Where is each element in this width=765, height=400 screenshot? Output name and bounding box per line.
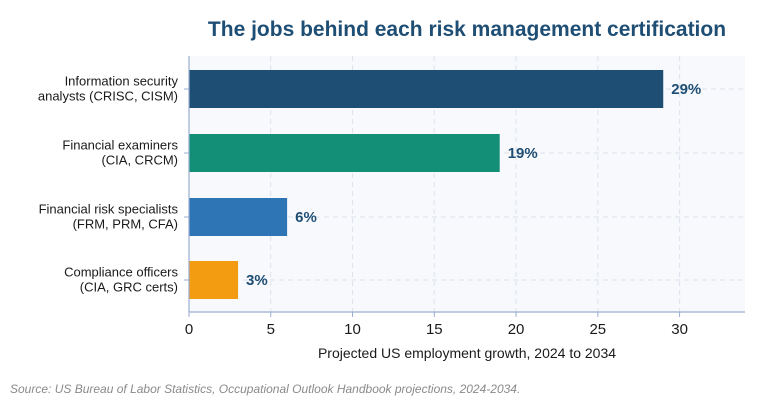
bar xyxy=(189,261,239,299)
x-tick-label: 25 xyxy=(589,321,606,338)
bar xyxy=(189,198,288,236)
category-label-line: (CIA, CRCM) xyxy=(101,153,178,168)
x-tick-label: 15 xyxy=(426,321,443,338)
value-label: 19% xyxy=(508,145,538,162)
category-label-line: Compliance officers xyxy=(64,265,178,280)
value-label: 3% xyxy=(246,272,268,289)
category-label: Compliance officers (CIA, GRC certs) xyxy=(64,265,178,295)
bars: 29% Information security analysts (CRISC, … xyxy=(38,70,701,299)
category-label-line: Information security xyxy=(65,74,179,89)
bar xyxy=(189,134,500,172)
value-label: 6% xyxy=(295,209,317,226)
category-label-line: Financial risk specialists xyxy=(39,202,179,217)
source-note: Source: US Bureau of Labor Statistics, O… xyxy=(10,382,520,396)
category-label: Financial examiners (CIA, CRCM) xyxy=(62,138,178,168)
category-label: Financial risk specialists (FRM, PRM, CFA… xyxy=(39,202,179,232)
x-tick-label: 30 xyxy=(671,321,688,338)
x-tick-label: 5 xyxy=(267,321,275,338)
axes: 0 5 10 15 20 25 30 xyxy=(184,56,745,338)
value-label: 29% xyxy=(671,81,701,98)
category-label-line: (FRM, PRM, CFA) xyxy=(73,217,178,232)
chart-title: The jobs behind each risk management cer… xyxy=(208,18,726,41)
x-axis-label: Projected US employment growth, 2024 to … xyxy=(318,345,616,361)
x-tick-label: 0 xyxy=(185,321,193,338)
category-label: Information security analysts (CRISC, CIS… xyxy=(38,74,179,104)
category-label-line: Financial examiners xyxy=(62,138,178,153)
bar xyxy=(189,70,664,108)
x-tick-label: 20 xyxy=(508,321,525,338)
x-tick-label: 10 xyxy=(344,321,361,338)
category-label-line: analysts (CRISC, CISM) xyxy=(38,89,178,104)
category-label-line: (CIA, GRC certs) xyxy=(80,280,178,295)
